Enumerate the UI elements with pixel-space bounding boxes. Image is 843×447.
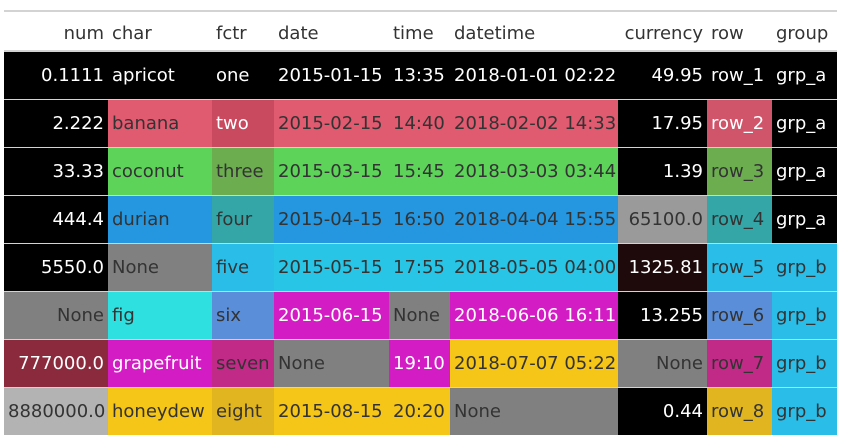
cell-num: 444.4 — [4, 194, 108, 243]
cell-currency: 13.255 — [618, 290, 707, 339]
cell-num: 0.1111 — [4, 50, 108, 99]
cell-row: row_8 — [707, 386, 772, 435]
cell-row: row_1 — [707, 50, 772, 99]
column-header-time[interactable]: time — [389, 11, 450, 52]
column-header-date[interactable]: date — [274, 11, 389, 52]
cell-row: row_6 — [707, 290, 772, 339]
cell-fctr: seven — [212, 338, 274, 387]
table-body: 0.1111 apricot one 2015-01-15 13:35 2018-01-0… — [4, 50, 837, 435]
cell-date: 2015-06-15 — [274, 290, 389, 339]
cell-num: 777000.0 — [4, 338, 108, 387]
table-row: 33.33 coconut three 2015-03-15 15:45 2018-03-… — [4, 146, 837, 195]
cell-char: coconut — [108, 146, 212, 195]
cell-char: fig — [108, 290, 212, 339]
cell-char: banana — [108, 98, 212, 147]
cell-group: grp_b — [772, 386, 837, 435]
cell-datetime: 2018-07-07 05:22 — [450, 338, 618, 387]
table-row: 0.1111 apricot one 2015-01-15 13:35 2018-01-0… — [4, 50, 837, 99]
cell-char: durian — [108, 194, 212, 243]
cell-num: 33.33 — [4, 146, 108, 195]
table-row: 777000.0 grapefruit seven None 19:10 2018-07-… — [4, 338, 837, 387]
cell-fctr: eight — [212, 386, 274, 435]
data-table: num char fctr date time datetime currenc… — [4, 10, 837, 435]
cell-num: 8880000.0 — [4, 386, 108, 435]
cell-group: grp_b — [772, 290, 837, 339]
table-row: None fig six 2015-06-15 None 2018-06-06 16:11… — [4, 290, 837, 339]
cell-currency: 65100.0 — [618, 194, 707, 243]
table-row: 8880000.0 honeydew eight 2015-08-15 20:20 Non… — [4, 386, 837, 435]
column-header-group[interactable]: group — [772, 11, 837, 52]
cell-currency: 17.95 — [618, 98, 707, 147]
cell-group: grp_b — [772, 338, 837, 387]
cell-fctr: six — [212, 290, 274, 339]
cell-datetime: 2018-03-03 03:44 — [450, 146, 618, 195]
cell-time: 19:10 — [389, 338, 450, 387]
cell-datetime: 2018-05-05 04:00 — [450, 242, 618, 291]
cell-datetime: 2018-01-01 02:22 — [450, 50, 618, 99]
column-header-num[interactable]: num — [4, 11, 108, 52]
cell-currency: 1325.81 — [618, 242, 707, 291]
cell-currency: 49.95 — [618, 50, 707, 99]
cell-num: 2.222 — [4, 98, 108, 147]
cell-currency: 1.39 — [618, 146, 707, 195]
cell-char: grapefruit — [108, 338, 212, 387]
cell-char: apricot — [108, 50, 212, 99]
cell-time: 14:40 — [389, 98, 450, 147]
header-row: num char fctr date time datetime currenc… — [4, 11, 837, 52]
cell-char: honeydew — [108, 386, 212, 435]
cell-group: grp_a — [772, 98, 837, 147]
cell-datetime: 2018-06-06 16:11 — [450, 290, 618, 339]
table-row: 2.222 banana two 2015-02-15 14:40 2018-02-02 … — [4, 98, 837, 147]
cell-char: None — [108, 242, 212, 291]
cell-date: 2015-02-15 — [274, 98, 389, 147]
cell-num: 5550.0 — [4, 242, 108, 291]
cell-fctr: five — [212, 242, 274, 291]
cell-group: grp_a — [772, 50, 837, 99]
cell-group: grp_b — [772, 242, 837, 291]
cell-time: 17:55 — [389, 242, 450, 291]
cell-group: grp_a — [772, 146, 837, 195]
cell-datetime: None — [450, 386, 618, 435]
cell-row: row_3 — [707, 146, 772, 195]
column-header-fctr[interactable]: fctr — [212, 11, 274, 52]
cell-fctr: four — [212, 194, 274, 243]
cell-fctr: one — [212, 50, 274, 99]
cell-date: None — [274, 338, 389, 387]
cell-row: row_2 — [707, 98, 772, 147]
cell-date: 2015-01-15 — [274, 50, 389, 99]
cell-row: row_4 — [707, 194, 772, 243]
column-header-datetime[interactable]: datetime — [450, 11, 618, 52]
column-header-char[interactable]: char — [108, 11, 212, 52]
table-row: 5550.0 None five 2015-05-15 17:55 2018-05-05 … — [4, 242, 837, 291]
table-row: 444.4 durian four 2015-04-15 16:50 2018-04-04… — [4, 194, 837, 243]
cell-date: 2015-03-15 — [274, 146, 389, 195]
cell-num: None — [4, 290, 108, 339]
cell-row: row_5 — [707, 242, 772, 291]
cell-date: 2015-05-15 — [274, 242, 389, 291]
cell-time: 20:20 — [389, 386, 450, 435]
cell-currency: 0.44 — [618, 386, 707, 435]
cell-time: 13:35 — [389, 50, 450, 99]
cell-datetime: 2018-04-04 15:55 — [450, 194, 618, 243]
cell-group: grp_a — [772, 194, 837, 243]
cell-date: 2015-04-15 — [274, 194, 389, 243]
cell-datetime: 2018-02-02 14:33 — [450, 98, 618, 147]
cell-date: 2015-08-15 — [274, 386, 389, 435]
column-header-currency[interactable]: currency — [618, 11, 707, 52]
cell-fctr: three — [212, 146, 274, 195]
table-header: num char fctr date time datetime currenc… — [4, 11, 837, 52]
cell-fctr: two — [212, 98, 274, 147]
cell-time: None — [389, 290, 450, 339]
cell-currency: None — [618, 338, 707, 387]
cell-row: row_7 — [707, 338, 772, 387]
column-header-row[interactable]: row — [707, 11, 772, 52]
cell-time: 16:50 — [389, 194, 450, 243]
cell-time: 15:45 — [389, 146, 450, 195]
